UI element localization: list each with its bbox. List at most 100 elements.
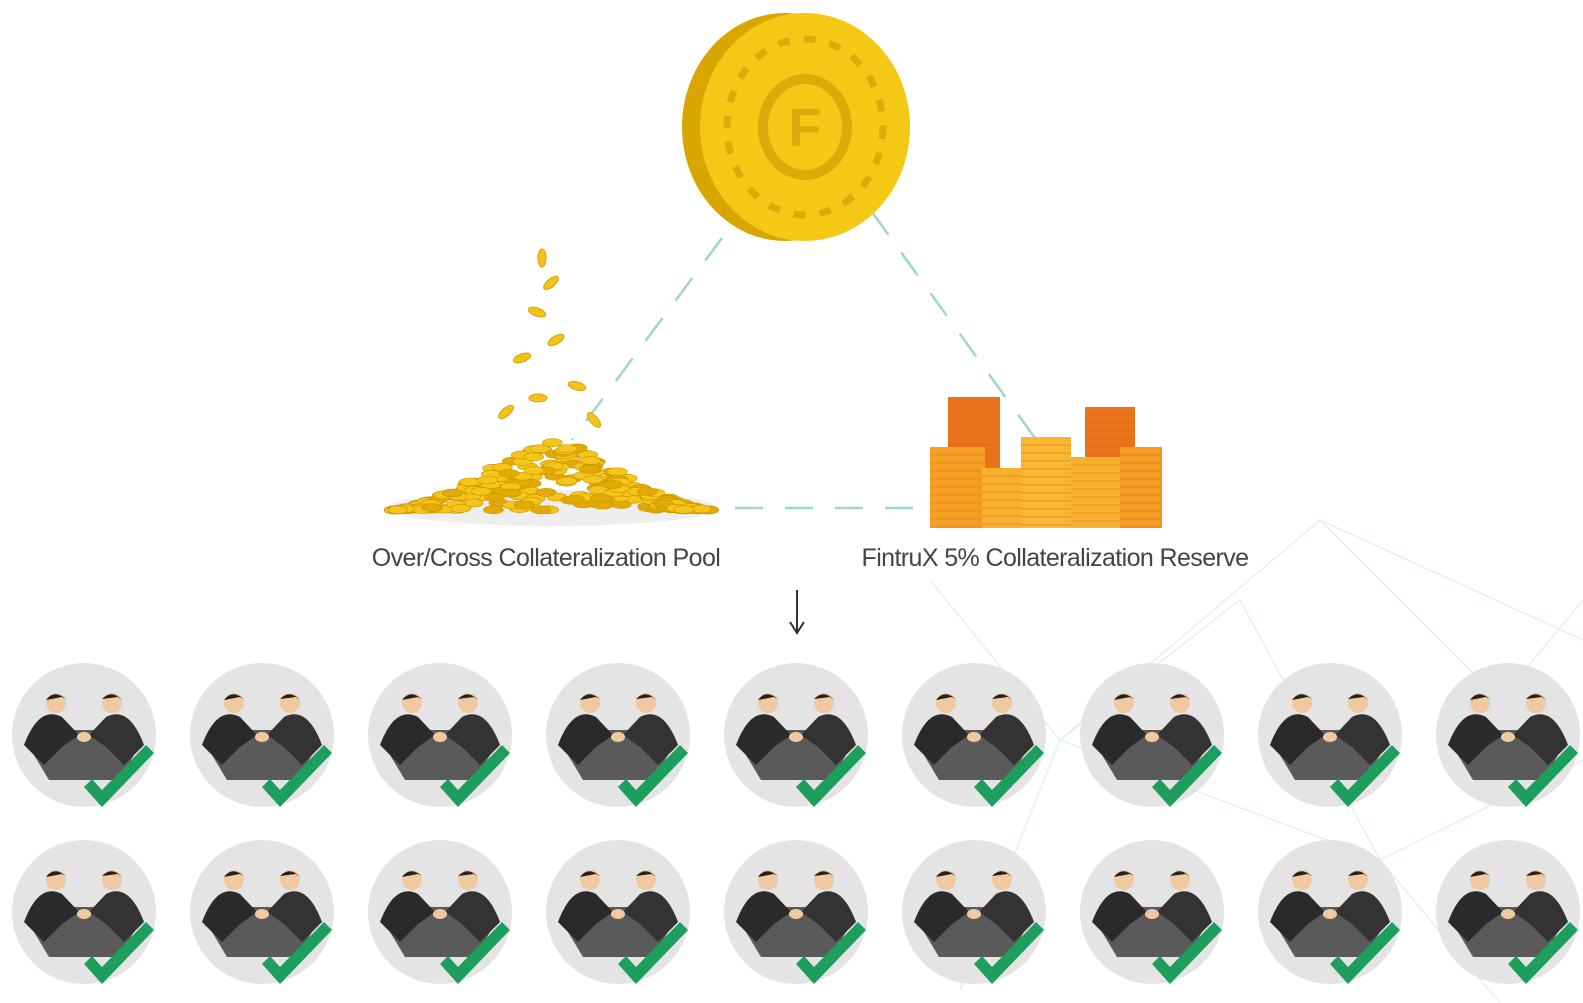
hair-right (1170, 871, 1190, 877)
hair-left (1292, 871, 1312, 877)
falling-coin (537, 248, 547, 268)
pile-coin (530, 505, 552, 515)
coin-stack (1021, 437, 1071, 528)
hair-right (458, 871, 478, 877)
coin-pile (383, 438, 720, 526)
man-right (801, 714, 856, 765)
deal-icon (12, 840, 156, 984)
hair-right (1526, 871, 1546, 877)
deal-icon (546, 840, 690, 984)
man-right (1335, 714, 1390, 765)
deal-icon (546, 663, 690, 807)
hair-right (102, 694, 122, 700)
falling-coin (527, 306, 547, 318)
man-right (1157, 891, 1212, 942)
hair-right (458, 694, 478, 700)
hair-right (992, 871, 1012, 877)
coin-stack (930, 447, 985, 528)
hair-left (936, 694, 956, 700)
pile-coin (421, 503, 443, 512)
hair-right (814, 871, 834, 877)
man-right (267, 714, 322, 765)
handshake (255, 909, 269, 919)
pile-coin (691, 504, 712, 514)
hair-left (758, 694, 778, 700)
deal-grid (12, 663, 1580, 984)
hair-right (636, 694, 656, 700)
hair-left (936, 871, 956, 877)
deal-icon (902, 663, 1046, 807)
check (618, 745, 688, 807)
check (440, 745, 510, 807)
deal-icon (368, 840, 512, 984)
hair-right (1526, 694, 1546, 700)
man-left (380, 714, 435, 765)
pile-coin (590, 493, 612, 503)
pile-coin (556, 444, 578, 454)
handshake (1323, 732, 1337, 742)
pile-coin (602, 480, 623, 489)
hair-right (814, 694, 834, 700)
man-left (24, 714, 79, 765)
pile-coin (556, 476, 578, 486)
handshake (77, 909, 91, 919)
pile-coin (529, 444, 551, 454)
man-left (1270, 891, 1325, 942)
check (262, 922, 332, 984)
check (440, 922, 510, 984)
coin-stack (982, 468, 1024, 528)
dashed-triangle (570, 211, 1042, 510)
falling-coin (498, 404, 514, 420)
big-coin: F (682, 13, 910, 241)
falling-coin (547, 333, 565, 347)
hair-left (580, 694, 600, 700)
hair-right (992, 694, 1012, 700)
handshake (1323, 909, 1337, 919)
man-right (89, 714, 144, 765)
handshake (1145, 732, 1159, 742)
deal-icon (368, 663, 512, 807)
check (1330, 745, 1400, 807)
hair-left (224, 871, 244, 877)
man-right (1335, 891, 1390, 942)
check (262, 745, 332, 807)
falling-coin (512, 352, 532, 364)
hair-left (1470, 694, 1490, 700)
handshake (1501, 732, 1515, 742)
man-right (1513, 891, 1568, 942)
man-left (24, 891, 79, 942)
pile-coin (636, 487, 658, 496)
man-left (736, 891, 791, 942)
pile-coin (459, 477, 480, 487)
handshake (789, 732, 803, 742)
pool-label: Over/Cross Collateralization Pool (372, 544, 720, 572)
hair-right (102, 871, 122, 877)
man-right (623, 714, 678, 765)
pile-coin (513, 500, 535, 510)
reserve-label: FintruX 5% Collateralization Reserve (862, 544, 1249, 572)
pile-coin (441, 488, 463, 498)
man-left (1270, 714, 1325, 765)
falling-coin (543, 275, 559, 291)
check (1152, 922, 1222, 984)
pile-coin (535, 488, 557, 497)
deal-icon (1080, 840, 1224, 984)
handshake (789, 909, 803, 919)
handshake (255, 732, 269, 742)
man-right (445, 714, 500, 765)
hair-left (580, 871, 600, 877)
man-left (202, 891, 257, 942)
pile-coin (498, 469, 520, 478)
deal-icon (902, 840, 1046, 984)
hair-left (1114, 694, 1134, 700)
down-arrow (789, 590, 805, 635)
pile-coin (483, 505, 504, 515)
man-left (558, 714, 613, 765)
handshake (611, 732, 625, 742)
man-left (1448, 714, 1503, 765)
hair-left (1114, 871, 1134, 877)
man-left (202, 714, 257, 765)
pile-coin (580, 456, 602, 465)
check (84, 922, 154, 984)
hair-left (224, 694, 244, 700)
